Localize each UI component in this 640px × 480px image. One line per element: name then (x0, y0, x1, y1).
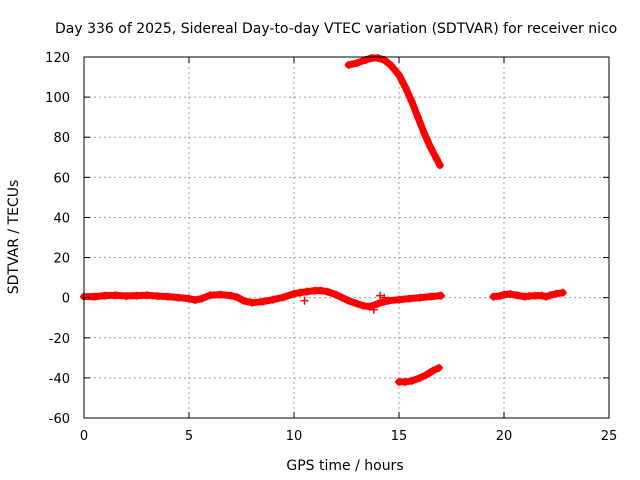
y-tick-label: 120 (45, 51, 70, 66)
data-point (174, 293, 183, 302)
data-point (384, 296, 393, 305)
data-point (344, 296, 353, 305)
x-tick-label: 20 (496, 429, 513, 444)
y-tick-label: -40 (49, 372, 70, 387)
data-point (90, 292, 99, 301)
data-point (401, 377, 410, 386)
y-tick-label: -20 (49, 332, 70, 347)
data-point (248, 298, 256, 307)
data-point (426, 292, 435, 301)
data-point (191, 296, 200, 305)
data-point (437, 291, 445, 300)
data-point (206, 291, 214, 300)
x-tick-label: 25 (601, 429, 618, 444)
data-point (269, 295, 277, 304)
data-point (512, 291, 521, 300)
data-point (376, 291, 385, 300)
data-point (546, 291, 555, 300)
y-tick-label: 20 (53, 252, 70, 267)
data-point (537, 291, 546, 300)
data-point (216, 290, 225, 299)
data-point (407, 376, 416, 385)
data-point (413, 113, 422, 122)
data-point (374, 54, 382, 63)
data-point (233, 293, 242, 302)
data-point (338, 293, 347, 302)
data-point (317, 286, 326, 295)
data-point (239, 296, 248, 305)
data-point (302, 287, 311, 296)
data-point (344, 61, 353, 70)
chart-title: Day 336 of 2025, Sidereal Day-to-day VTE… (55, 21, 617, 37)
data-point (542, 292, 550, 301)
data-point (185, 294, 193, 303)
data-point (416, 373, 424, 382)
y-tick-label: 0 (62, 292, 70, 307)
data-point (111, 291, 120, 300)
data-point (416, 293, 424, 302)
data-point (353, 59, 361, 68)
y-tick-label: 40 (53, 211, 70, 226)
y-tick-label: 60 (53, 171, 70, 186)
data-point (374, 299, 382, 308)
data-point (323, 287, 332, 296)
data-point (380, 293, 389, 302)
data-point (435, 161, 444, 170)
data-point (143, 291, 151, 300)
x-tick-label: 10 (286, 429, 303, 444)
data-point (420, 129, 429, 138)
data-point (258, 297, 267, 306)
series-band (345, 54, 444, 169)
data-point (434, 363, 443, 372)
data-point (407, 97, 416, 106)
x-tick-label: 0 (80, 429, 88, 444)
data-point (432, 155, 441, 164)
data-point (290, 289, 298, 298)
data-point (296, 288, 305, 297)
data-point (101, 291, 109, 300)
data-point (365, 302, 374, 311)
data-point (552, 289, 561, 298)
data-point (332, 290, 340, 299)
x-tick-label: 5 (185, 429, 193, 444)
y-tick-label: 100 (45, 91, 70, 106)
data-point (227, 291, 235, 300)
x-axis-label: GPS time / hours (286, 458, 403, 474)
data-series (80, 54, 567, 386)
data-point (495, 292, 504, 301)
data-point (506, 290, 515, 299)
data-point (369, 305, 378, 314)
plot-frame (83, 56, 610, 419)
data-point (122, 292, 130, 301)
data-point (197, 294, 206, 303)
data-point (359, 301, 368, 310)
data-point (558, 288, 567, 297)
data-point (405, 294, 414, 303)
data-point (153, 292, 162, 301)
data-point (426, 143, 435, 152)
y-tick-label: 80 (53, 131, 70, 146)
y-axis-label: SDTVAR / TECUs (6, 180, 22, 295)
grid (84, 57, 609, 418)
data-point (395, 71, 403, 80)
data-point (422, 370, 431, 379)
data-point (164, 292, 172, 301)
y-tick-label: -60 (49, 412, 70, 427)
data-point (132, 291, 141, 300)
data-point (386, 61, 395, 70)
axis-ticks: 0 5 10 15 20 25 -60 -40 -20 0 20 40 60 80 100 120 (45, 51, 617, 444)
data-point (395, 295, 403, 304)
data-point (353, 299, 361, 308)
data-point (401, 83, 410, 92)
data-point (428, 366, 437, 375)
data-point (300, 296, 309, 305)
data-point (279, 293, 288, 302)
x-tick-label: 15 (391, 429, 408, 444)
